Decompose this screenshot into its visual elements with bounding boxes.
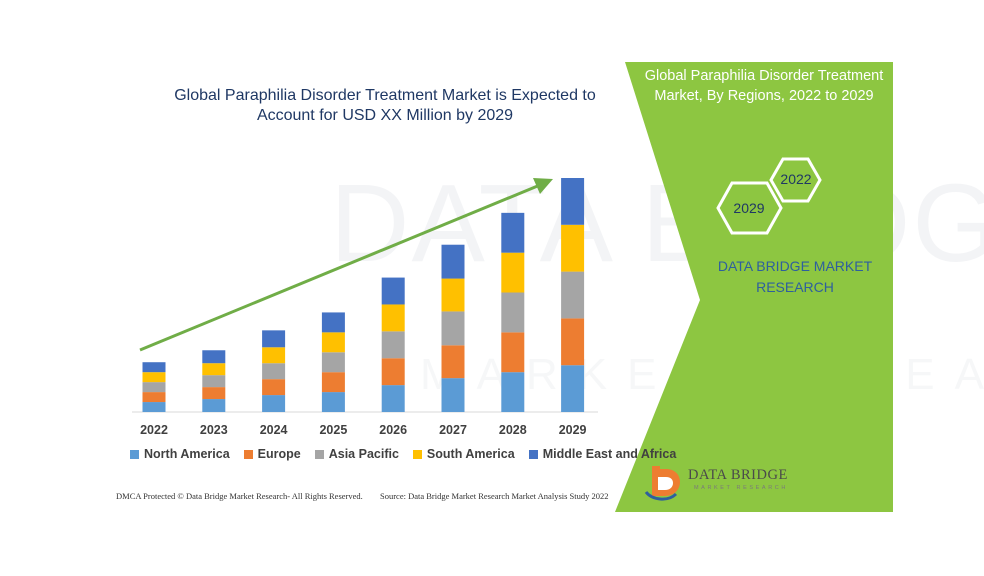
bar-2026-series-2 <box>381 331 405 359</box>
bar-2028-series-1 <box>501 332 525 373</box>
bar-2029-series-1 <box>561 318 585 366</box>
legend-swatch <box>243 449 253 459</box>
bar-2022-series-3 <box>142 372 166 383</box>
bar-2027-series-4 <box>441 244 465 279</box>
bar-2029-series-3 <box>561 224 585 272</box>
x-tick-label: 2026 <box>379 423 407 437</box>
panel-brand-line-1: DATA BRIDGE MARKET <box>717 258 873 274</box>
green-panel <box>615 62 893 512</box>
bar-2026-series-0 <box>381 385 405 412</box>
chart-title-line-1: Global Paraphilia Disorder Treatment Mar… <box>174 87 596 104</box>
chart-title-line-2: Account for USD XX Million by 2029 <box>256 107 514 124</box>
bar-2028-series-3 <box>501 252 525 293</box>
hex-label-2022: 2022 <box>780 171 812 187</box>
legend-item: Asia Pacific <box>314 447 399 461</box>
x-tick-labels: 2022 2023 2024 2025 2026 2027 2028 2029 <box>140 423 586 437</box>
bar-2022-series-2 <box>142 382 166 393</box>
bar-2029-series-4 <box>561 178 585 225</box>
x-tick-label: 2022 <box>140 423 168 437</box>
x-tick-label: 2023 <box>200 423 228 437</box>
chart-title: Global Paraphilia Disorder Treatment Mar… <box>120 86 650 126</box>
hex-label-2029: 2029 <box>733 200 765 216</box>
trend-arrow-head <box>533 178 553 194</box>
bar-2022-series-4 <box>142 362 166 373</box>
legend-swatch <box>314 449 324 459</box>
bar-2027-series-1 <box>441 345 465 379</box>
bar-2024-series-2 <box>262 363 286 380</box>
bar-2028-series-2 <box>501 292 525 333</box>
bar-2027-series-2 <box>441 311 465 346</box>
footer-copyright: DMCA Protected © Data Bridge Market Rese… <box>116 491 363 501</box>
bar-2023-series-0 <box>202 399 226 412</box>
bar-2027-series-3 <box>441 278 465 312</box>
logo-mark <box>644 466 680 501</box>
bar-2022-series-1 <box>142 392 166 403</box>
bar-2024-series-4 <box>262 330 286 348</box>
legend-label: Europe <box>257 447 301 461</box>
x-tick-label: 2028 <box>499 423 527 437</box>
x-tick-label: 2025 <box>319 423 347 437</box>
legend-swatch <box>528 449 538 459</box>
hexagon-2022 <box>769 157 822 203</box>
panel-title-line-1: Global Paraphilia Disorder Treatment <box>644 68 884 84</box>
bar-2023-series-4 <box>202 350 226 364</box>
bar-2022-series-0 <box>142 402 166 412</box>
bar-2025-series-0 <box>321 392 345 412</box>
legend-item: North America <box>130 447 230 461</box>
legend-swatch <box>130 449 139 459</box>
panel-title-line-2: Market, By Regions, 2022 to 2029 <box>654 88 874 104</box>
logo-name: DATA BRIDGE <box>688 467 788 483</box>
trend-arrow-line <box>139 183 541 352</box>
bar-2025-series-4 <box>321 312 345 333</box>
bar-2028-series-4 <box>501 212 525 253</box>
bar-2029-series-0 <box>561 365 585 412</box>
legend-item: Middle East and Africa <box>528 447 677 461</box>
legend: North America Europe Asia Pacific South … <box>130 447 676 461</box>
legend-item: Europe <box>243 447 301 461</box>
legend-label: Middle East and Africa <box>542 447 677 461</box>
legend-swatch <box>412 449 422 459</box>
bar-2025-series-2 <box>321 352 345 373</box>
bar-2027-series-0 <box>441 378 465 412</box>
bar-2023-series-3 <box>202 363 226 376</box>
bar-2028-series-0 <box>501 372 525 412</box>
bar-2026-series-3 <box>381 304 405 332</box>
bar-2025-series-3 <box>321 332 345 353</box>
legend-label: North America <box>144 447 230 461</box>
panel-brand-line-2: RESEARCH <box>756 279 834 295</box>
panel-brand: DATA BRIDGE MARKET RESEARCH <box>690 256 900 298</box>
bar-2023-series-2 <box>202 375 226 388</box>
bar-2025-series-1 <box>321 372 345 393</box>
legend-item: South America <box>412 447 515 461</box>
bar-2024-series-3 <box>262 347 286 364</box>
hexagon-2029 <box>716 181 783 235</box>
bar-2024-series-1 <box>262 379 286 396</box>
bar-2029-series-2 <box>561 271 585 319</box>
legend-label: South America <box>426 447 515 461</box>
x-tick-label: 2029 <box>559 423 587 437</box>
panel-title: Global Paraphilia Disorder Treatment Mar… <box>630 66 898 106</box>
bar-2023-series-1 <box>202 387 226 400</box>
bar-2024-series-0 <box>262 395 286 412</box>
x-tick-label: 2027 <box>439 423 467 437</box>
x-tick-label: 2024 <box>260 423 288 437</box>
logo-subtitle: MARKET RESEARCH <box>694 485 788 491</box>
bar-2026-series-1 <box>381 358 405 386</box>
legend-label: Asia Pacific <box>328 447 399 461</box>
footer-source: Source: Data Bridge Market Research Mark… <box>380 491 609 501</box>
bar-2026-series-4 <box>381 277 405 305</box>
bars-group <box>142 178 585 412</box>
